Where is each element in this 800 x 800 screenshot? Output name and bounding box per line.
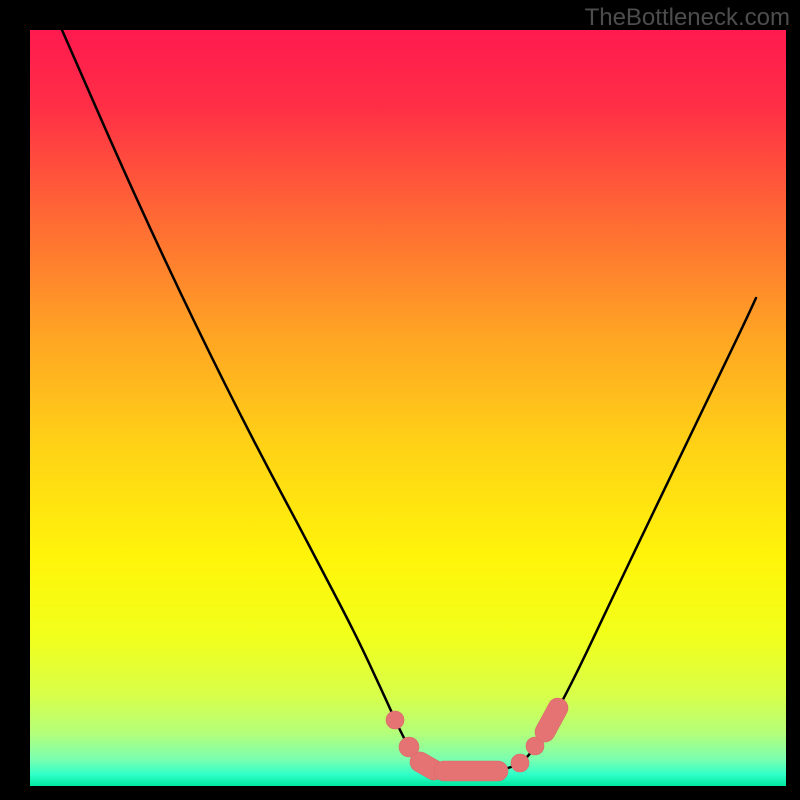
- marker-capsule: [434, 761, 508, 781]
- bottleneck-chart: [0, 0, 800, 800]
- plot-area: [30, 30, 786, 786]
- marker-dot: [386, 711, 404, 729]
- gradient-background: [30, 30, 786, 786]
- marker-dot: [511, 754, 529, 772]
- watermark-text: TheBottleneck.com: [585, 4, 790, 32]
